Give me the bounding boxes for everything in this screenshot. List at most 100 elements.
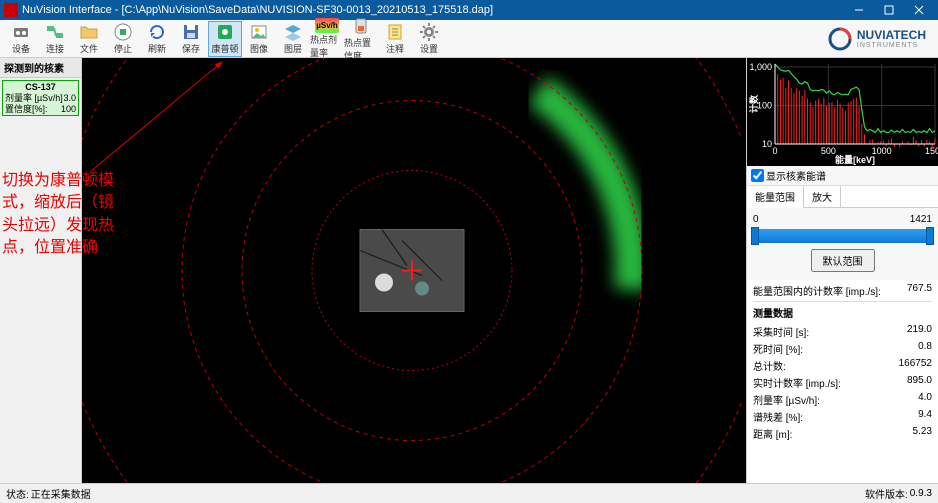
stats-row: 距离 [m]:5.23: [753, 425, 932, 442]
svg-text:1,000: 1,000: [749, 62, 772, 72]
toolbar-label: 设置: [420, 42, 438, 55]
toolbar-stop[interactable]: 停止: [106, 21, 140, 57]
toolbar-doserate[interactable]: µSv/h热点剂量率: [310, 21, 344, 57]
toolbar-label: 刷新: [148, 42, 166, 55]
default-range-button[interactable]: 默认范围: [811, 249, 875, 272]
stats-label: 距离 [m]:: [753, 426, 792, 441]
isotope-name: CS-137: [5, 82, 76, 93]
toolbar-connect[interactable]: 连接: [38, 21, 72, 57]
device-icon: [11, 22, 31, 42]
toolbar-save[interactable]: 保存: [174, 21, 208, 57]
toolbar-label: 图像: [250, 42, 268, 55]
toolbar-label: 连接: [46, 42, 64, 55]
stats-value: 895.0: [907, 375, 932, 390]
connect-icon: [45, 22, 65, 42]
left-panel: 探测到的核素 CS-137 剂量率 [µSv/h]3.0 置信度[%]: 100: [0, 58, 82, 483]
stats-value: 4.0: [918, 392, 932, 407]
toolbar-device[interactable]: 设备: [4, 21, 38, 57]
svg-text:计数: 计数: [748, 94, 759, 113]
toolbar-confidence[interactable]: 热点置信度: [344, 21, 378, 57]
toolbar-annotate[interactable]: 注释: [378, 21, 412, 57]
svg-text:100: 100: [757, 101, 772, 111]
toolbar-compton[interactable]: 康普顿: [208, 21, 242, 57]
show-isotope-spectrum-checkbox[interactable]: 显示核素能谱: [751, 168, 826, 183]
right-panel: 101001,000050010001500能量[keV]计数 显示核素能谱 能…: [746, 58, 938, 483]
app-icon: [4, 3, 18, 17]
toolbar-gear[interactable]: 设置: [412, 21, 446, 57]
toolbar-image[interactable]: 图像: [242, 21, 276, 57]
layers-icon: [283, 22, 303, 42]
toolbar-refresh[interactable]: 刷新: [140, 21, 174, 57]
minimize-button[interactable]: [844, 0, 874, 20]
range-min: 0: [753, 214, 759, 225]
maximize-button[interactable]: [874, 0, 904, 20]
brand-name: NUVIATECH: [857, 28, 926, 42]
gear-icon: [419, 22, 439, 42]
toolbar-label: 文件: [80, 42, 98, 55]
confidence-icon: [351, 16, 371, 36]
doserate-icon: µSv/h: [317, 18, 337, 33]
spectrum-controls: 显示核素能谱: [747, 166, 938, 186]
stats-label: 总计数:: [753, 358, 786, 373]
stats-header: 测量数据: [753, 301, 932, 323]
stats-label: 剂量率 [µSv/h]:: [753, 392, 820, 407]
svg-text:1500: 1500: [925, 146, 938, 156]
toolbar-layers[interactable]: 图层: [276, 21, 310, 57]
stats-label: 谱残差 [%]:: [753, 409, 803, 424]
range-handle-min[interactable]: [751, 227, 759, 245]
range-handle-max[interactable]: [926, 227, 934, 245]
svg-text:能量[keV]: 能量[keV]: [835, 154, 875, 165]
toolbar: 设备 连接 文件停止刷新 保存康普顿图像 图层 µSv/h热点剂量率热点置信度注释 设置 N…: [0, 20, 938, 58]
detected-isotopes-header: 探测到的核素: [0, 58, 81, 78]
stats-label: 实时计数率 [imp./s]:: [753, 375, 841, 390]
toolbar-label: 热点剂量率: [310, 33, 344, 59]
stats-label: 采集时间 [s]:: [753, 324, 809, 339]
isotope-doserate-value: 3.0: [63, 93, 76, 104]
right-tabs: 能量范围 放大: [747, 186, 938, 208]
version-label: 软件版本:: [865, 486, 908, 501]
status-value: 正在采集数据: [31, 486, 91, 501]
rate-in-range-label: 能量范围内的计数率 [imp./s]:: [753, 283, 881, 298]
toolbar-label: 注释: [386, 42, 404, 55]
spectrum-plot[interactable]: 101001,000050010001500能量[keV]计数: [747, 58, 938, 166]
imaging-view[interactable]: [82, 58, 746, 483]
rate-in-range-value: 767.5: [907, 283, 932, 298]
isotope-doserate-label: 剂量率 [µSv/h]: [5, 93, 63, 104]
isotope-conf-label: 置信度[%]:: [5, 104, 48, 115]
stats-value: 219.0: [907, 324, 932, 339]
range-max: 1421: [910, 214, 932, 225]
tab-zoom[interactable]: 放大: [804, 186, 841, 207]
toolbar-label: 康普顿: [211, 42, 238, 55]
range-slider[interactable]: [753, 229, 932, 243]
toolbar-folder[interactable]: 文件: [72, 21, 106, 57]
window-title: NuVision Interface - [C:\App\NuVision\Sa…: [22, 4, 493, 16]
toolbar-label: 保存: [182, 42, 200, 55]
toolbar-label: 图层: [284, 42, 302, 55]
save-icon: [181, 22, 201, 42]
image-icon: [249, 22, 269, 42]
energy-range-panel: 0 1421 默认范围: [747, 208, 938, 280]
svg-text:10: 10: [762, 139, 772, 149]
version-value: 0.9.3: [910, 488, 932, 499]
toolbar-label: 设备: [12, 42, 30, 55]
isotope-conf-value: 100: [61, 104, 76, 115]
folder-icon: [79, 22, 99, 42]
stats-value: 166752: [899, 358, 932, 373]
stats-label: 死时间 [%]:: [753, 341, 803, 356]
status-label: 状态:: [6, 486, 29, 501]
titlebar: NuVision Interface - [C:\App\NuVision\Sa…: [0, 0, 938, 20]
close-button[interactable]: [904, 0, 934, 20]
stats-value: 9.4: [918, 409, 932, 424]
stats-row: 剂量率 [µSv/h]: 4.0: [753, 391, 932, 408]
annotate-icon: [385, 22, 405, 42]
show-isotope-spectrum-label: 显示核素能谱: [766, 168, 826, 183]
brand-logo: NUVIATECHINSTRUMENTS: [827, 26, 926, 52]
stop-icon: [113, 22, 133, 42]
compton-icon: [215, 22, 235, 42]
brand-sub: INSTRUMENTS: [857, 42, 926, 49]
refresh-icon: [147, 22, 167, 42]
stats-row: 死时间 [%]:0.8: [753, 340, 932, 357]
isotope-card[interactable]: CS-137 剂量率 [µSv/h]3.0 置信度[%]: 100: [2, 80, 79, 116]
tab-energy-range[interactable]: 能量范围: [747, 186, 804, 208]
statusbar: 状态: 正在采集数据 软件版本: 0.9.3: [0, 483, 938, 503]
